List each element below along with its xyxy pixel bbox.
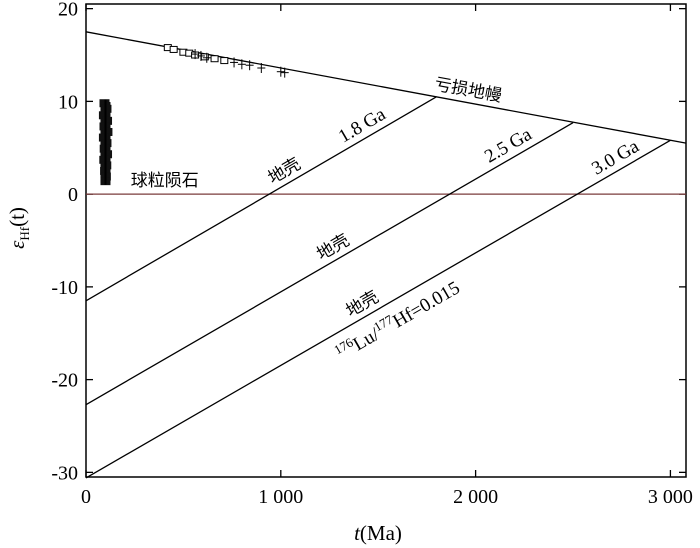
sample-point xyxy=(98,111,109,120)
y-axis-title: εHf(t) xyxy=(5,207,32,249)
sample-square xyxy=(169,45,178,53)
y-tick-label: -10 xyxy=(51,277,78,299)
sample-square xyxy=(210,55,219,63)
sample-square xyxy=(200,53,209,61)
x-tick-label: 1 000 xyxy=(258,486,303,508)
age-label-2: 2.5 Ga xyxy=(481,124,536,168)
sample-point xyxy=(99,155,110,164)
sample-point xyxy=(102,150,113,159)
plot-frame xyxy=(85,3,687,478)
marker-layer xyxy=(98,44,289,186)
x-tick-label: 0 xyxy=(81,486,91,508)
age-label-1: 1.8 Ga xyxy=(335,104,390,148)
y-tick-label: 20 xyxy=(58,0,78,21)
sample-point xyxy=(102,116,113,125)
crust-label-2: 地壳 xyxy=(314,230,353,264)
axis-ticks: 0 1 000 2 000 3 000 20 10 0 -10 -20 -30 xyxy=(51,0,693,508)
x-axis-title: t(Ma) xyxy=(354,521,402,545)
depleted-mantle-label: 亏损地幔 xyxy=(433,74,504,106)
y-tick-label: 0 xyxy=(68,184,78,206)
x-tick-label: 2 000 xyxy=(453,486,498,508)
crust-line-3 xyxy=(85,139,671,479)
crust-line-1 xyxy=(85,96,437,302)
sample-square xyxy=(220,57,229,65)
x-tick-label: 3 000 xyxy=(648,486,693,508)
y-tick-label: -30 xyxy=(51,462,78,484)
crust-label-1: 地壳 xyxy=(265,154,304,188)
sample-point xyxy=(98,133,109,142)
series-layer xyxy=(85,31,687,479)
crust-label-3: 地壳 xyxy=(343,287,382,321)
age-label-3: 3.0 Ga xyxy=(588,136,643,180)
chondrite-label: 球粒陨石 xyxy=(131,171,199,191)
y-tick-label: -20 xyxy=(51,370,78,392)
y-tick-label: 10 xyxy=(58,91,78,113)
crust-line-2 xyxy=(85,122,574,406)
sample-point xyxy=(102,127,113,136)
